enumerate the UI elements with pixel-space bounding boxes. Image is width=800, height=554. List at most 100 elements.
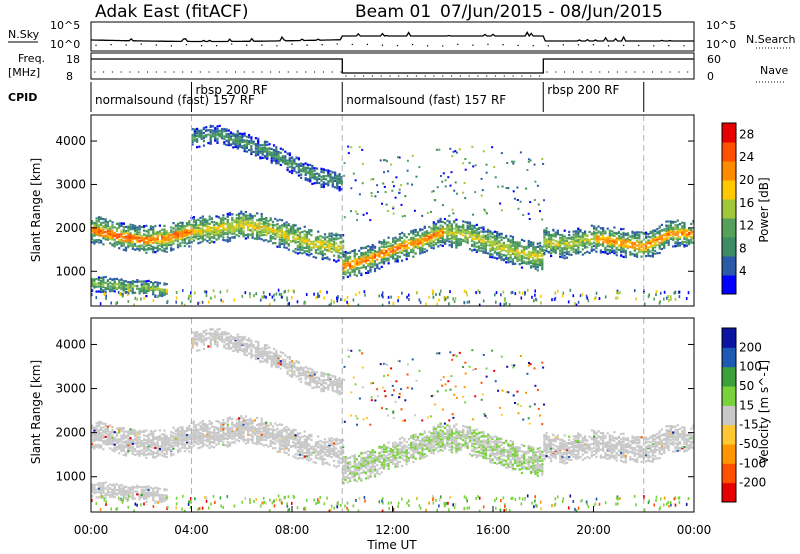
power-cell [505,250,508,253]
power-cell [514,256,517,259]
velocity-cell [113,443,116,446]
power-cell [200,129,203,132]
power-cell [462,223,465,227]
velocity-cell [120,445,123,448]
power-cell [451,155,454,158]
velocity-cell [127,441,130,444]
power-cell [280,295,283,299]
power-cell [563,240,566,243]
power-cell [559,249,562,252]
power-cell [344,252,347,255]
power-cell [263,154,267,158]
power-cell [518,241,521,244]
power-cell [244,223,247,226]
power-cell [93,278,96,281]
power-cell [314,256,318,259]
power-cell [124,235,128,238]
power-cell [643,302,646,306]
velocity-cell [93,432,96,435]
power-cell [372,178,375,181]
power-cell [250,138,253,141]
velocity-cell [120,440,123,443]
power-cell [198,301,201,305]
power-cell [552,228,555,231]
power-cell [620,246,623,249]
power-cell [455,228,458,231]
power-cell [213,223,216,226]
power-cell [172,235,175,238]
power-cell [138,290,141,293]
power-cell [301,252,304,255]
power-cell [192,239,195,242]
power-cell [517,207,520,210]
power-cell [152,250,155,253]
velocity-cell [104,439,107,442]
power-cell [192,233,195,236]
power-cell [321,236,324,239]
power-cell [502,247,505,250]
nsearch-point [668,44,670,47]
power-cell [265,217,268,220]
power-cell [468,248,472,251]
power-cell [179,232,182,235]
power-cell [563,237,566,241]
power-cell [477,249,481,252]
power-cell [154,250,157,254]
power-cell [468,223,472,226]
power-cell [656,228,659,231]
power-cell [229,132,233,135]
power-cell [484,237,487,240]
power-cell [475,233,478,237]
power-cell [318,177,321,180]
power-cell [394,249,397,252]
nave-point [459,75,461,77]
power-cell [248,142,251,146]
power-cell [176,246,180,249]
power-cell [500,242,503,246]
power-cell [624,251,627,254]
power-cell [656,238,659,241]
power-cell [286,296,288,300]
power-cell [118,238,121,241]
power-cell [276,235,279,238]
power-cell [651,235,654,238]
power-cell [145,280,148,283]
power-cell [91,222,94,225]
power-cell [562,291,565,295]
power-cell [593,230,596,233]
power-cell [438,298,440,302]
power-cell [102,218,105,221]
nsearch-point [276,45,278,47]
power-cell [145,224,148,227]
power-cell [217,232,220,236]
power-cell [224,239,227,242]
power-cell [201,223,204,226]
power-cell [487,244,490,247]
power-cell [276,228,279,231]
power-cell [421,214,424,217]
power-cell [416,234,420,237]
power-cell [290,227,293,230]
power-cell [210,296,212,300]
power-cell [545,242,548,246]
power-cell [97,230,100,233]
power-cell [109,227,112,230]
power-cell [371,248,374,251]
power-cell [633,237,636,240]
power-cell [308,239,311,242]
power-cell [226,220,229,224]
power-cell [369,261,372,265]
power-cell [435,148,438,151]
power-cell [545,230,548,233]
velocity-cell [106,429,109,432]
power-cell [407,246,410,249]
power-cell [606,245,609,248]
power-cell [455,235,458,238]
power-cell [330,232,333,235]
power-cell [281,155,285,158]
power-cell [667,241,670,244]
power-cell [441,234,444,237]
power-cell [346,261,349,264]
power-cell [302,166,305,169]
power-cell [268,303,271,306]
